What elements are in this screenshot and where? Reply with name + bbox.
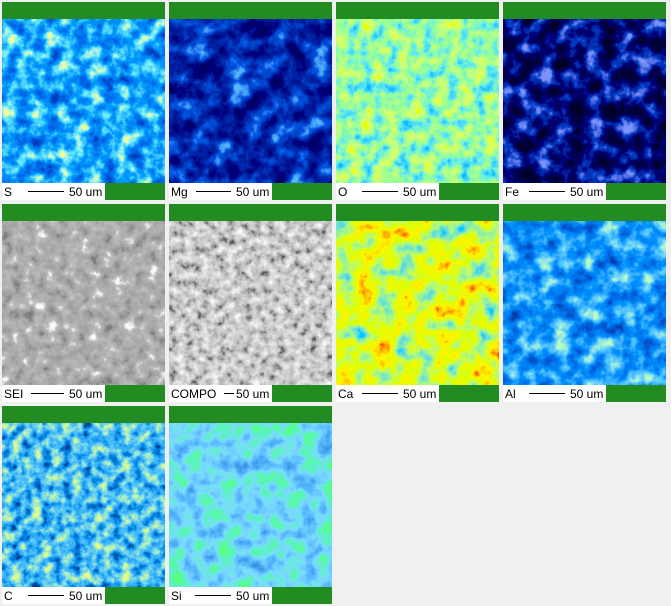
panel-header <box>336 2 499 19</box>
footer-block <box>105 183 165 200</box>
panel-footer: SEI 50 um <box>2 385 165 402</box>
element-map <box>169 221 332 385</box>
panel-header <box>169 2 332 19</box>
scale-text: 50 um <box>69 185 103 199</box>
element-label: C <box>4 589 13 603</box>
element-map <box>2 19 165 183</box>
scale-bar <box>28 191 64 192</box>
panel-footer: Si 50 um <box>169 587 332 604</box>
element-label: Ca <box>338 387 354 401</box>
scale-text: 50 um <box>236 387 270 401</box>
scale-bar <box>362 393 398 394</box>
panel-header <box>503 2 666 19</box>
scale-text: 50 um <box>570 185 604 199</box>
element-map <box>2 221 165 385</box>
footer-block <box>439 183 499 200</box>
scale-bar <box>195 595 231 596</box>
panel-footer: Ca 50 um <box>336 385 499 402</box>
element-label: COMPO <box>171 387 217 401</box>
scale-text: 50 um <box>69 387 103 401</box>
footer-block <box>606 385 666 402</box>
footer-block <box>272 183 332 200</box>
scale-text: 50 um <box>236 589 270 603</box>
map-panel: O 50 um <box>336 2 499 200</box>
panel-footer: S 50 um <box>2 183 165 200</box>
scale-text: 50 um <box>403 387 437 401</box>
footer-block <box>105 587 165 604</box>
scale-text: 50 um <box>403 185 437 199</box>
panel-header <box>2 406 165 423</box>
panel-footer: C 50 um <box>2 587 165 604</box>
map-panel: Al 50 um <box>503 204 666 402</box>
panel-header <box>2 2 165 19</box>
element-map <box>2 423 165 587</box>
map-panel: S 50 um <box>2 2 165 200</box>
element-label: S <box>4 185 13 199</box>
panel-footer: Al 50 um <box>503 385 666 402</box>
element-label: SEI <box>4 387 24 401</box>
panel-footer: Mg 50 um <box>169 183 332 200</box>
scale-bar <box>28 595 64 596</box>
footer-block <box>105 385 165 402</box>
element-label: Fe <box>505 185 520 199</box>
map-panel: Mg 50 um <box>169 2 332 200</box>
scale-text: 50 um <box>570 387 604 401</box>
element-map <box>503 19 666 183</box>
element-map <box>169 19 332 183</box>
panel-header <box>503 204 666 221</box>
scale-bar <box>196 191 231 192</box>
scale-bar <box>31 393 64 394</box>
scale-text: 50 um <box>69 589 103 603</box>
element-map <box>503 221 666 385</box>
panel-footer: COMPO 50 um <box>169 385 332 402</box>
element-label: O <box>338 185 348 199</box>
element-label: Al <box>505 387 516 401</box>
footer-block <box>272 587 332 604</box>
map-panel: Fe 50 um <box>503 2 666 200</box>
map-panel: Ca 50 um <box>336 204 499 402</box>
scale-bar <box>529 191 565 192</box>
panel-footer: O 50 um <box>336 183 499 200</box>
panel-header <box>336 204 499 221</box>
footer-block <box>439 385 499 402</box>
element-label: Mg <box>171 185 188 199</box>
element-map <box>336 19 499 183</box>
map-panel: COMPO 50 um <box>169 204 332 402</box>
footer-block <box>606 183 666 200</box>
element-label: Si <box>171 589 182 603</box>
element-map <box>336 221 499 385</box>
panel-footer: Fe 50 um <box>503 183 666 200</box>
map-panel: SEI 50 um <box>2 204 165 402</box>
scale-bar <box>529 393 565 394</box>
footer-block <box>272 385 332 402</box>
panel-header <box>2 204 165 221</box>
scale-bar <box>224 393 234 394</box>
scale-text: 50 um <box>236 185 270 199</box>
scale-bar <box>362 191 398 192</box>
panel-header <box>169 406 332 423</box>
map-panel: Si 50 um <box>169 406 332 604</box>
map-panel: C 50 um <box>2 406 165 604</box>
panel-header <box>169 204 332 221</box>
element-map <box>169 423 332 587</box>
